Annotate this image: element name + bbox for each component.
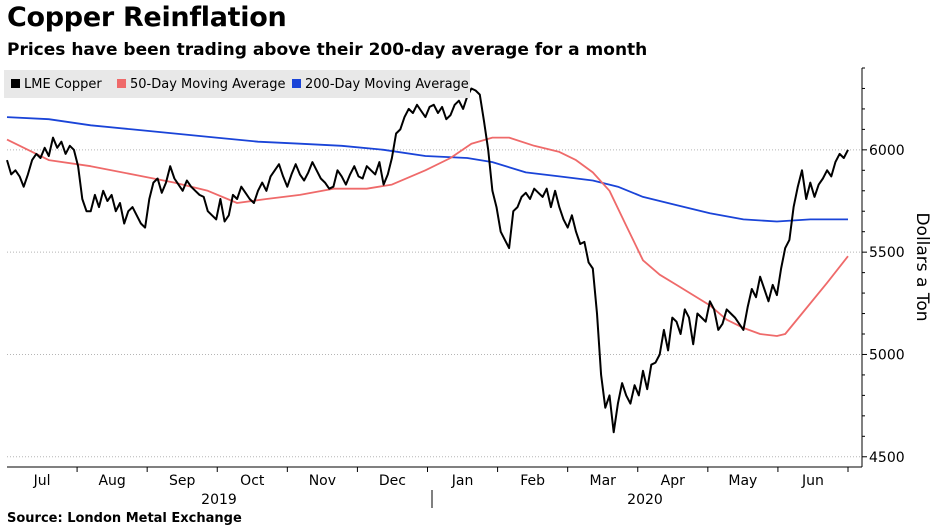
gridlines bbox=[7, 149, 862, 458]
legend-label-50-day: 50-Day Moving Average bbox=[130, 77, 286, 92]
legend-label-lme-copper: LME Copper bbox=[24, 77, 102, 92]
chart-title: Copper Reinflation bbox=[7, 2, 287, 33]
legend-swatch-lme-copper bbox=[11, 79, 20, 88]
legend-swatch-200-day bbox=[292, 79, 301, 88]
x-tick-label-jun: Jun bbox=[801, 473, 824, 489]
series bbox=[6, 87, 849, 434]
x-tick-label-mar: Mar bbox=[589, 473, 616, 489]
x-tick-label-dec: Dec bbox=[379, 473, 406, 489]
y-axis-label: Dollars a Ton bbox=[912, 212, 932, 321]
year-label-2020: 2020 bbox=[627, 492, 663, 508]
x-tick-label-sep: Sep bbox=[169, 473, 196, 489]
legend-swatch-50-day bbox=[117, 79, 126, 88]
axes bbox=[7, 68, 863, 508]
x-tick-label-may: May bbox=[728, 473, 757, 489]
year-label-2019: 2019 bbox=[201, 492, 237, 508]
legend: LME Copper 50-Day Moving Average 200-Day… bbox=[4, 70, 470, 98]
y-tick-label-5500: 5500 bbox=[869, 245, 905, 261]
200-day-moving-average-line bbox=[6, 116, 848, 223]
y-tick-label-4500: 4500 bbox=[869, 450, 905, 466]
x-tick-label-jul: Jul bbox=[33, 473, 51, 489]
x-ticks: Jul Aug Sep Oct Nov Dec Jan Feb Mar Apr May Jun bbox=[33, 467, 849, 489]
y-ticks: 4500 5000 5500 6000 bbox=[862, 67, 905, 466]
x-tick-label-aug: Aug bbox=[98, 473, 125, 489]
y-tick-label-5000: 5000 bbox=[869, 347, 905, 363]
legend-label-200-day: 200-Day Moving Average bbox=[305, 77, 469, 92]
x-tick-label-jan: Jan bbox=[451, 473, 474, 489]
x-tick-label-oct: Oct bbox=[240, 473, 265, 489]
source-note: Source: London Metal Exchange bbox=[7, 511, 242, 526]
50-day-moving-average-line bbox=[6, 136, 849, 337]
y-tick-label-6000: 6000 bbox=[869, 143, 905, 159]
x-tick-label-nov: Nov bbox=[309, 473, 336, 489]
legend-background bbox=[4, 70, 470, 98]
lme-copper-line bbox=[6, 87, 849, 434]
x-tick-label-apr: Apr bbox=[661, 473, 685, 489]
chart-subtitle: Prices have been trading above their 200… bbox=[7, 40, 648, 60]
x-tick-label-feb: Feb bbox=[520, 473, 545, 489]
